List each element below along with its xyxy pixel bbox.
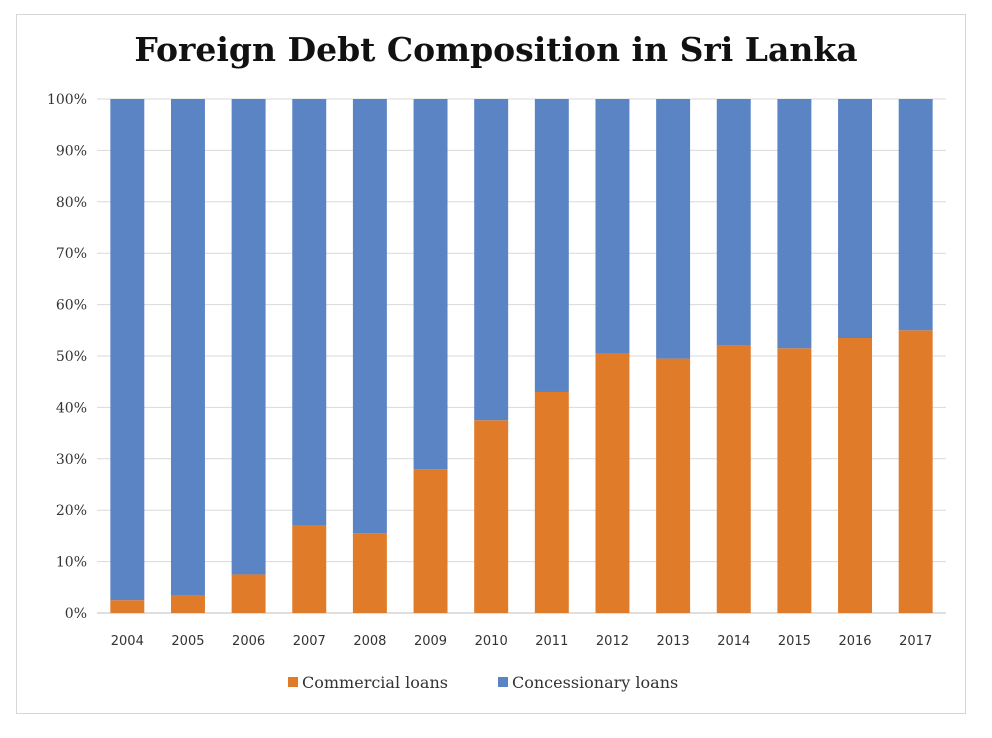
y-tick-label: 10% bbox=[56, 555, 87, 571]
x-tick-label: 2015 bbox=[778, 634, 811, 649]
x-tick-label: 2006 bbox=[232, 634, 265, 649]
bar-concessionary-loans-2015 bbox=[777, 99, 812, 349]
x-tick-label: 2017 bbox=[899, 634, 932, 649]
bar-commercial-loans-2016 bbox=[838, 338, 873, 613]
y-tick-label: 20% bbox=[56, 503, 87, 519]
y-tick-label: 90% bbox=[56, 143, 87, 159]
bar-commercial-loans-2015 bbox=[777, 348, 812, 613]
x-tick-label: 2010 bbox=[475, 634, 508, 649]
chart-title: Foreign Debt Composition in Sri Lanka bbox=[134, 30, 858, 69]
bar-commercial-loans-2004 bbox=[110, 600, 145, 613]
x-tick-label: 2005 bbox=[171, 634, 204, 649]
bars bbox=[110, 99, 933, 613]
bar-concessionary-loans-2005 bbox=[170, 99, 205, 596]
legend: Commercial loans Concessionary loans bbox=[288, 673, 678, 692]
bar-commercial-loans-2006 bbox=[231, 574, 266, 613]
x-tick-label: 2009 bbox=[414, 634, 447, 649]
bar-concessionary-loans-2017 bbox=[898, 99, 933, 331]
x-tick-label: 2014 bbox=[717, 634, 750, 649]
bar-commercial-loans-2011 bbox=[534, 391, 569, 613]
bar-commercial-loans-2008 bbox=[352, 533, 387, 613]
bar-concessionary-loans-2013 bbox=[656, 99, 691, 359]
y-axis-ticks: 0% 10% 20% 30% 40% 50% 60% 70% 80% 90% 100% bbox=[47, 92, 87, 622]
bar-commercial-loans-2014 bbox=[716, 345, 751, 613]
y-tick-label: 0% bbox=[65, 606, 87, 622]
y-tick-label: 70% bbox=[56, 246, 87, 262]
bar-commercial-loans-2010 bbox=[474, 420, 509, 613]
y-tick-label: 30% bbox=[56, 452, 87, 468]
y-tick-label: 100% bbox=[47, 92, 87, 108]
bar-commercial-loans-2005 bbox=[170, 595, 205, 613]
x-tick-label: 2007 bbox=[293, 634, 326, 649]
bar-concessionary-loans-2010 bbox=[474, 99, 509, 421]
x-tick-label: 2011 bbox=[535, 634, 568, 649]
legend-swatch bbox=[498, 677, 508, 687]
bar-commercial-loans-2017 bbox=[898, 330, 933, 613]
x-tick-label: 2004 bbox=[111, 634, 144, 649]
y-tick-label: 50% bbox=[56, 349, 87, 365]
legend-label: Commercial loans bbox=[302, 673, 448, 692]
y-tick-label: 40% bbox=[56, 400, 87, 416]
bar-concessionary-loans-2004 bbox=[110, 99, 145, 601]
bar-concessionary-loans-2011 bbox=[534, 99, 569, 392]
bar-concessionary-loans-2008 bbox=[352, 99, 387, 534]
bar-concessionary-loans-2014 bbox=[716, 99, 751, 346]
gridlines bbox=[97, 98, 946, 614]
bar-commercial-loans-2009 bbox=[413, 469, 448, 613]
x-tick-label: 2012 bbox=[596, 634, 629, 649]
bar-concessionary-loans-2016 bbox=[838, 99, 873, 339]
y-tick-label: 60% bbox=[56, 298, 87, 314]
legend-label: Concessionary loans bbox=[512, 673, 678, 692]
bar-commercial-loans-2012 bbox=[595, 353, 630, 613]
bar-commercial-loans-2007 bbox=[292, 525, 327, 613]
bar-concessionary-loans-2006 bbox=[231, 99, 266, 575]
bar-concessionary-loans-2012 bbox=[595, 99, 630, 354]
x-tick-label: 2013 bbox=[657, 634, 690, 649]
x-tick-label: 2008 bbox=[353, 634, 386, 649]
x-axis-ticks: 2004 2005 2006 2007 2008 2009 2010 2011 2012 2013… bbox=[111, 634, 932, 649]
bar-concessionary-loans-2009 bbox=[413, 99, 448, 470]
x-tick-label: 2016 bbox=[838, 634, 871, 649]
bar-commercial-loans-2013 bbox=[656, 358, 691, 613]
bar-concessionary-loans-2007 bbox=[292, 99, 327, 526]
legend-swatch bbox=[288, 677, 298, 687]
y-tick-label: 80% bbox=[56, 195, 87, 211]
